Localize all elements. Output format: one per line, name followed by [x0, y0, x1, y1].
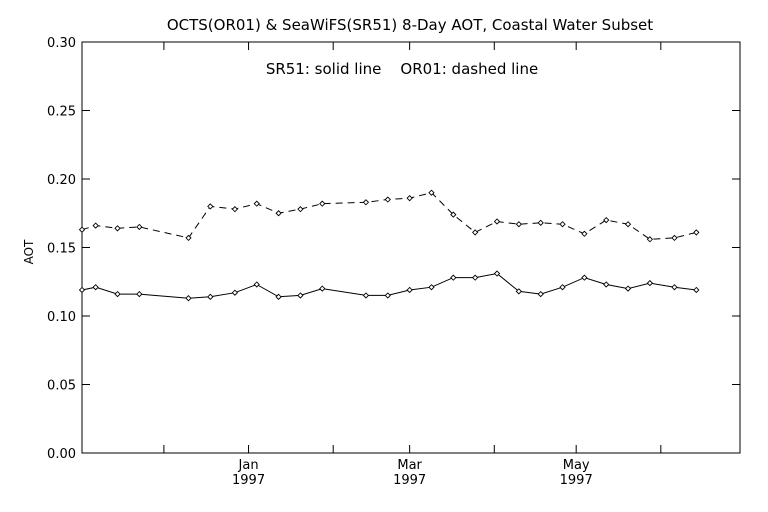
data-point-or01 [559, 221, 566, 228]
y-tick-label: 0.15 [47, 242, 76, 257]
x-tick-sublabel: 1997 [232, 473, 265, 488]
data-point-or01 [671, 234, 678, 242]
data-point-sr51 [114, 290, 121, 298]
data-point-sr51 [603, 281, 610, 288]
data-point-sr51 [136, 290, 143, 298]
y-axis-label: AOT [22, 239, 36, 264]
data-point-or01 [450, 211, 457, 218]
data-point-or01 [78, 226, 86, 233]
data-point-sr51 [362, 292, 370, 299]
data-point-or01 [646, 236, 654, 243]
data-point-sr51 [406, 286, 413, 294]
data-point-sr51 [472, 274, 479, 281]
x-tick-label: Jan [238, 458, 259, 473]
data-point-sr51 [671, 284, 678, 291]
data-point-sr51 [253, 281, 260, 288]
series-layer [78, 189, 700, 302]
data-point-or01 [384, 196, 391, 203]
data-point-or01 [603, 216, 610, 224]
data-point-sr51 [275, 293, 282, 300]
data-point-or01 [207, 203, 214, 210]
data-point-or01 [319, 200, 326, 207]
data-point-or01 [624, 221, 632, 228]
data-point-sr51 [207, 293, 214, 300]
plot-frame [81, 41, 741, 454]
data-point-sr51 [78, 286, 86, 294]
data-point-or01 [297, 206, 304, 213]
y-tick-label: 0.25 [47, 105, 76, 120]
x-tick-sublabel: 1997 [393, 473, 426, 488]
data-point-sr51 [450, 274, 457, 281]
data-point-or01 [114, 225, 121, 232]
data-point-sr51 [297, 292, 304, 299]
data-point-or01 [92, 222, 99, 229]
axes: 0.000.050.100.150.200.250.30Jan1997Mar19… [47, 36, 740, 488]
data-point-or01 [537, 219, 544, 226]
chart-title: OCTS(OR01) & SeaWiFS(SR51) 8-Day AOT, Co… [167, 16, 653, 34]
y-tick-label: 0.30 [47, 36, 76, 51]
data-point-or01 [406, 195, 413, 202]
data-point-or01 [275, 210, 282, 217]
data-point-sr51 [581, 274, 588, 281]
data-point-sr51 [624, 285, 632, 292]
data-point-sr51 [231, 289, 239, 296]
data-point-sr51 [92, 284, 99, 291]
y-tick-label: 0.00 [47, 447, 76, 462]
data-point-sr51 [384, 292, 391, 299]
data-point-or01 [253, 200, 260, 207]
y-tick-label: 0.05 [47, 379, 76, 394]
data-point-or01 [362, 199, 370, 206]
data-point-or01 [185, 234, 192, 242]
data-point-or01 [428, 189, 435, 196]
data-point-or01 [136, 223, 143, 231]
data-point-or01 [231, 206, 239, 213]
data-point-or01 [515, 221, 522, 228]
data-point-or01 [472, 229, 479, 236]
data-point-or01 [693, 229, 700, 236]
data-point-sr51 [185, 295, 192, 302]
data-point-sr51 [559, 284, 566, 291]
data-point-sr51 [428, 284, 435, 291]
x-tick-sublabel: 1997 [560, 473, 593, 488]
data-point-sr51 [693, 286, 700, 294]
data-point-or01 [581, 230, 588, 237]
y-tick-label: 0.10 [47, 310, 76, 325]
data-point-sr51 [537, 290, 544, 298]
x-tick-label: May [563, 458, 590, 473]
line-style-annotation: SR51: solid line OR01: dashed line [266, 60, 538, 78]
data-point-sr51 [646, 279, 654, 287]
data-point-sr51 [493, 270, 501, 277]
data-point-sr51 [515, 288, 522, 295]
y-tick-label: 0.20 [47, 173, 76, 188]
data-point-or01 [493, 218, 501, 225]
x-tick-label: Mar [397, 458, 422, 473]
data-point-sr51 [319, 285, 326, 292]
